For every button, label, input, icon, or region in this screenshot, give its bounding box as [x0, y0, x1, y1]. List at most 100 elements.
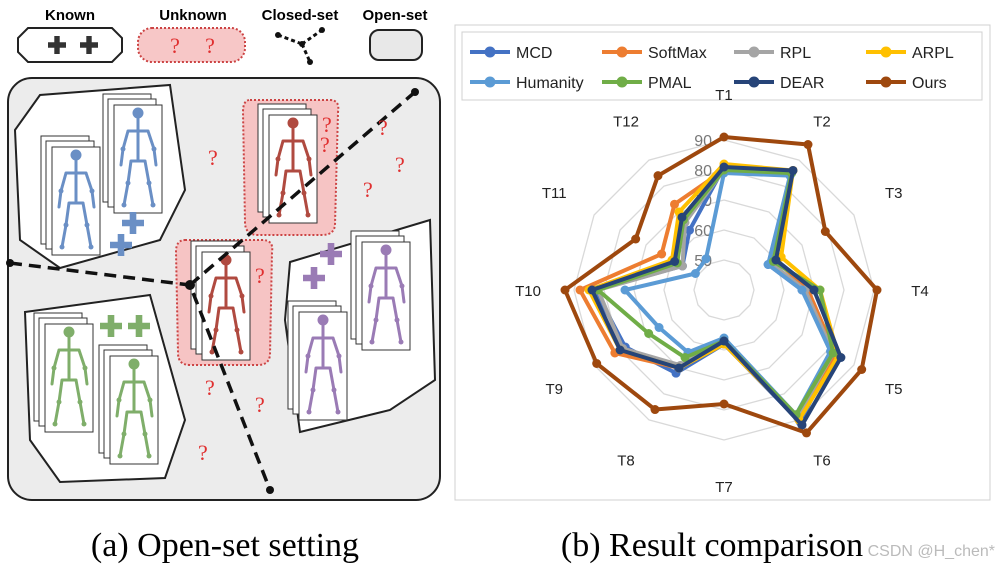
data-point: [771, 255, 781, 265]
data-point: [719, 336, 729, 346]
data-point: [654, 323, 664, 332]
skeleton: [287, 300, 349, 422]
axis-label: T4: [911, 283, 929, 300]
data-point: [657, 249, 667, 259]
question-mark: ?: [363, 177, 373, 202]
data-point: [797, 285, 807, 295]
caption: (a) Open-set setting: [91, 527, 359, 564]
question-mark: ?: [255, 392, 265, 417]
data-point: [560, 285, 570, 295]
skeleton: [350, 230, 412, 352]
legend-label: PMAL: [648, 75, 692, 92]
data-point: [674, 363, 684, 373]
legend-label: Humanity: [516, 75, 584, 92]
data-point: [575, 285, 585, 295]
data-point: [677, 212, 687, 222]
axis-label: T1: [715, 87, 733, 104]
legend-closed-set: Closed-set: [262, 7, 339, 24]
data-point: [828, 348, 838, 358]
legend-marker: [748, 46, 760, 58]
legend-marker: [748, 76, 760, 88]
legend-marker: [616, 46, 628, 58]
data-point: [587, 285, 597, 295]
data-point: [620, 285, 630, 295]
data-point: [872, 285, 882, 295]
grid-ring: [573, 139, 875, 441]
skeleton: [98, 344, 160, 466]
question-mark: ?: [170, 33, 180, 58]
data-point: [719, 162, 729, 172]
question-mark: ?: [378, 115, 388, 140]
question-mark: ?: [320, 132, 330, 157]
skeleton: [40, 135, 102, 257]
data-point: [670, 257, 680, 266]
axis-label: T10: [515, 283, 541, 300]
data-point: [701, 254, 711, 264]
data-point: [788, 165, 798, 175]
grid-ring: [633, 199, 815, 381]
r-tick-label: 80: [694, 163, 712, 180]
data-point: [690, 269, 700, 278]
data-point: [719, 399, 729, 409]
question-mark: ?: [208, 145, 218, 170]
legend-label: SoftMax: [648, 45, 707, 62]
question-mark: ?: [198, 440, 208, 465]
axis-label: T5: [885, 381, 903, 398]
watermark: CSDN @H_chen*: [868, 543, 995, 560]
legend-box: [461, 31, 983, 101]
data-point: [797, 420, 807, 430]
legend-known: Known: [45, 7, 95, 24]
legend-unknown: Unknown: [159, 7, 227, 24]
data-point: [631, 234, 641, 244]
question-mark: ?: [205, 375, 215, 400]
legend-label: MCD: [516, 45, 552, 62]
axis-label: T8: [617, 453, 635, 470]
question-marks: ? ? ? ? ? ? ? ? ? ?: [198, 112, 405, 465]
legend-label: ARPL: [912, 45, 954, 62]
data-point: [592, 359, 602, 368]
data-point: [802, 428, 811, 438]
question-mark: ?: [322, 112, 332, 137]
data-point: [644, 329, 654, 338]
data-point: [820, 227, 830, 236]
legend-marker: [484, 46, 496, 58]
legend-label: DEAR: [780, 75, 824, 92]
legend-marker: [616, 76, 628, 88]
axis-label: T12: [613, 113, 639, 130]
data-point: [857, 365, 867, 374]
data-point: [653, 171, 663, 181]
data-point: [719, 132, 729, 142]
data-point: [809, 285, 819, 295]
axis-label: T9: [546, 381, 564, 398]
axis-label: T3: [885, 185, 903, 202]
closed-set-icon: [277, 28, 323, 63]
legend-marker: [484, 76, 496, 88]
legend-marker: [880, 76, 892, 88]
data-point: [836, 353, 846, 362]
caption: (b) Result comparison: [561, 527, 863, 564]
question-mark: ?: [395, 152, 405, 177]
question-mark: ?: [205, 33, 215, 58]
legend-label: Ours: [912, 75, 947, 92]
skeleton: [33, 312, 95, 434]
unknown-box: [137, 27, 246, 63]
data-point: [680, 353, 690, 363]
chart-frame: [454, 24, 991, 501]
skeleton: [102, 93, 164, 215]
axis-label: T6: [813, 453, 831, 470]
data-point: [685, 225, 694, 235]
axis-label: T11: [542, 185, 567, 202]
data-point: [615, 345, 625, 355]
open-set-box: [369, 29, 423, 61]
open-set-diagram: ? ? ? ? ? ? ? ? ? ?: [6, 77, 441, 501]
skeleton: [257, 103, 319, 225]
legend-marker: [880, 46, 892, 58]
legend-open-set: Open-set: [362, 7, 427, 24]
question-mark: ?: [255, 263, 265, 288]
data-point: [803, 140, 813, 150]
legend-label: RPL: [780, 45, 811, 62]
axis-label: T7: [715, 479, 733, 496]
data-point: [670, 199, 679, 209]
radar-chart: 5060708090T1T2T3T4T5T6T7T8T9T10T11T12MCD…: [470, 45, 954, 496]
